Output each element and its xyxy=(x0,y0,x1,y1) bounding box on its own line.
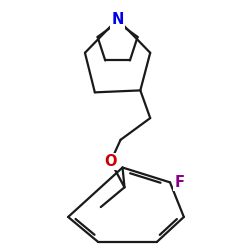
Text: O: O xyxy=(104,154,117,169)
Text: N: N xyxy=(112,15,124,30)
Text: F: F xyxy=(174,175,184,190)
Text: N: N xyxy=(112,12,124,27)
